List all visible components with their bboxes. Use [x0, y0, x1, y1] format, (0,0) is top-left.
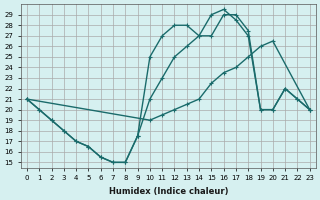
X-axis label: Humidex (Indice chaleur): Humidex (Indice chaleur)	[108, 187, 228, 196]
